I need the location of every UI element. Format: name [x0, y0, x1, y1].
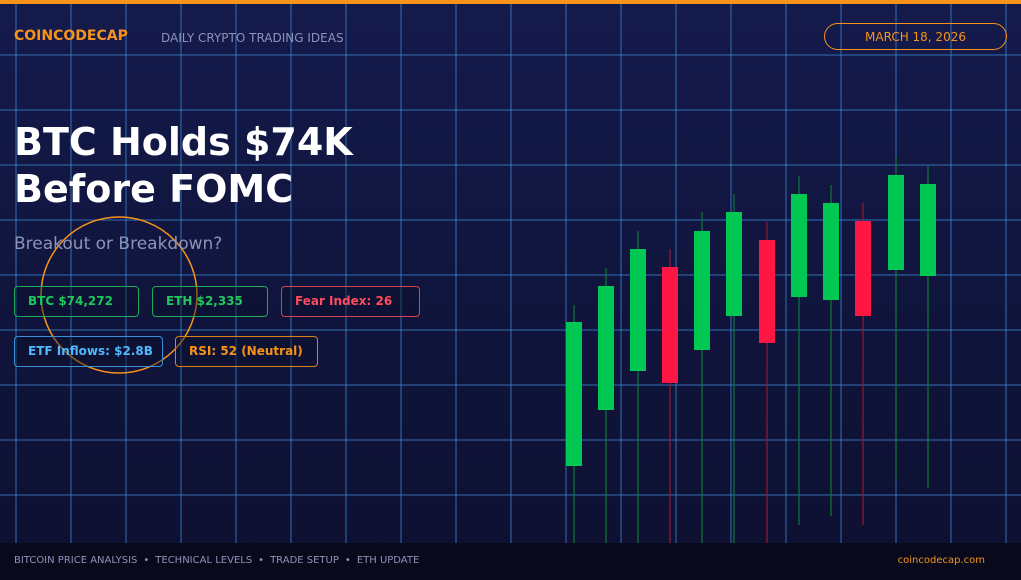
tagline: DAILY CRYPTO TRADING IDEAS [161, 31, 344, 45]
badge: RSI: 52 (Neutral) [175, 336, 318, 367]
candle-body [694, 231, 710, 350]
footer-topic: TRADE SETUP [270, 555, 339, 566]
footer-topics: BITCOIN PRICE ANALYSIS • TECHNICAL LEVELS •… [14, 555, 425, 566]
badge: ETH $2,335 [152, 286, 268, 317]
candle-body [662, 267, 678, 383]
badge: ETF Inflows: $2.8B [14, 336, 163, 367]
candle-body [726, 212, 742, 316]
candle-body [630, 249, 646, 371]
footer: BITCOIN PRICE ANALYSIS • TECHNICAL LEVELS •… [0, 543, 1021, 580]
separator: • [258, 555, 265, 566]
badge: BTC $74,272 [14, 286, 139, 317]
footer-topic: TECHNICAL LEVELS [155, 555, 253, 566]
highlight-circle [40, 216, 198, 374]
separator: • [344, 555, 351, 566]
headline: BTC Holds $74K [14, 120, 353, 164]
headline: Before FOMC [14, 167, 294, 211]
brand: COINCODECAP [14, 28, 128, 44]
subtitle: Breakout or Breakdown? [14, 234, 223, 254]
candle-body [888, 175, 904, 270]
date-pill: MARCH 18, 2026 [824, 23, 1007, 50]
candle-body [759, 240, 775, 343]
badge: Fear Index: 26 [281, 286, 420, 317]
candle-body [920, 184, 936, 276]
candle-body [791, 194, 807, 297]
candle-body [855, 221, 871, 316]
footer-topic: ETH UPDATE [356, 555, 420, 566]
footer-topic: BITCOIN PRICE ANALYSIS [14, 555, 138, 566]
candles [566, 157, 936, 543]
candle-body [566, 322, 582, 466]
top-accent [0, 0, 1021, 4]
site-link: coincodecap.com [897, 555, 985, 566]
candle-body [823, 203, 839, 300]
candle-body [598, 286, 614, 410]
separator: • [143, 555, 150, 566]
